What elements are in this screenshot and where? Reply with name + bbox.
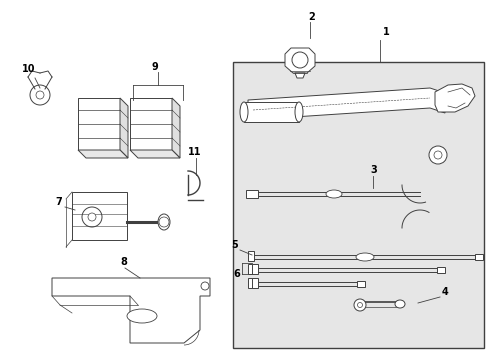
- Bar: [251, 278, 258, 288]
- Polygon shape: [436, 267, 444, 273]
- Polygon shape: [245, 190, 258, 198]
- Text: 7: 7: [55, 197, 61, 207]
- Ellipse shape: [294, 102, 303, 122]
- Polygon shape: [120, 98, 128, 158]
- Bar: [251, 264, 258, 274]
- Polygon shape: [285, 48, 314, 73]
- Bar: [78, 98, 120, 150]
- Circle shape: [433, 151, 441, 159]
- Text: 1: 1: [382, 27, 389, 37]
- Text: 5: 5: [231, 240, 238, 250]
- Circle shape: [88, 213, 96, 221]
- Circle shape: [36, 91, 44, 99]
- Text: 11: 11: [187, 147, 201, 157]
- Polygon shape: [356, 281, 364, 287]
- Bar: [232, 62, 483, 348]
- Circle shape: [357, 302, 362, 307]
- Text: 9: 9: [152, 62, 159, 72]
- Text: 4: 4: [441, 287, 448, 297]
- Circle shape: [159, 217, 169, 227]
- Ellipse shape: [394, 300, 404, 308]
- Circle shape: [428, 146, 446, 164]
- Circle shape: [30, 85, 50, 105]
- Ellipse shape: [325, 190, 341, 198]
- Bar: [130, 98, 172, 150]
- Polygon shape: [434, 84, 474, 112]
- Circle shape: [353, 299, 365, 311]
- Polygon shape: [52, 278, 209, 343]
- Bar: [244, 102, 298, 122]
- Polygon shape: [474, 254, 482, 260]
- Text: 6: 6: [233, 269, 240, 279]
- Circle shape: [291, 52, 307, 68]
- Ellipse shape: [355, 253, 373, 261]
- Bar: [247, 264, 253, 274]
- Circle shape: [82, 207, 102, 227]
- Bar: [72, 192, 127, 240]
- Ellipse shape: [127, 309, 157, 323]
- Ellipse shape: [240, 102, 247, 122]
- Text: 10: 10: [22, 64, 36, 74]
- Bar: [247, 251, 253, 261]
- Polygon shape: [172, 98, 180, 158]
- Ellipse shape: [158, 214, 170, 230]
- Polygon shape: [247, 88, 444, 120]
- Polygon shape: [78, 150, 128, 158]
- Bar: [247, 278, 253, 288]
- Circle shape: [201, 282, 208, 290]
- Text: 8: 8: [120, 257, 126, 267]
- Polygon shape: [294, 73, 305, 78]
- Text: 3: 3: [369, 165, 376, 175]
- Polygon shape: [130, 150, 180, 158]
- Text: 2: 2: [307, 12, 314, 22]
